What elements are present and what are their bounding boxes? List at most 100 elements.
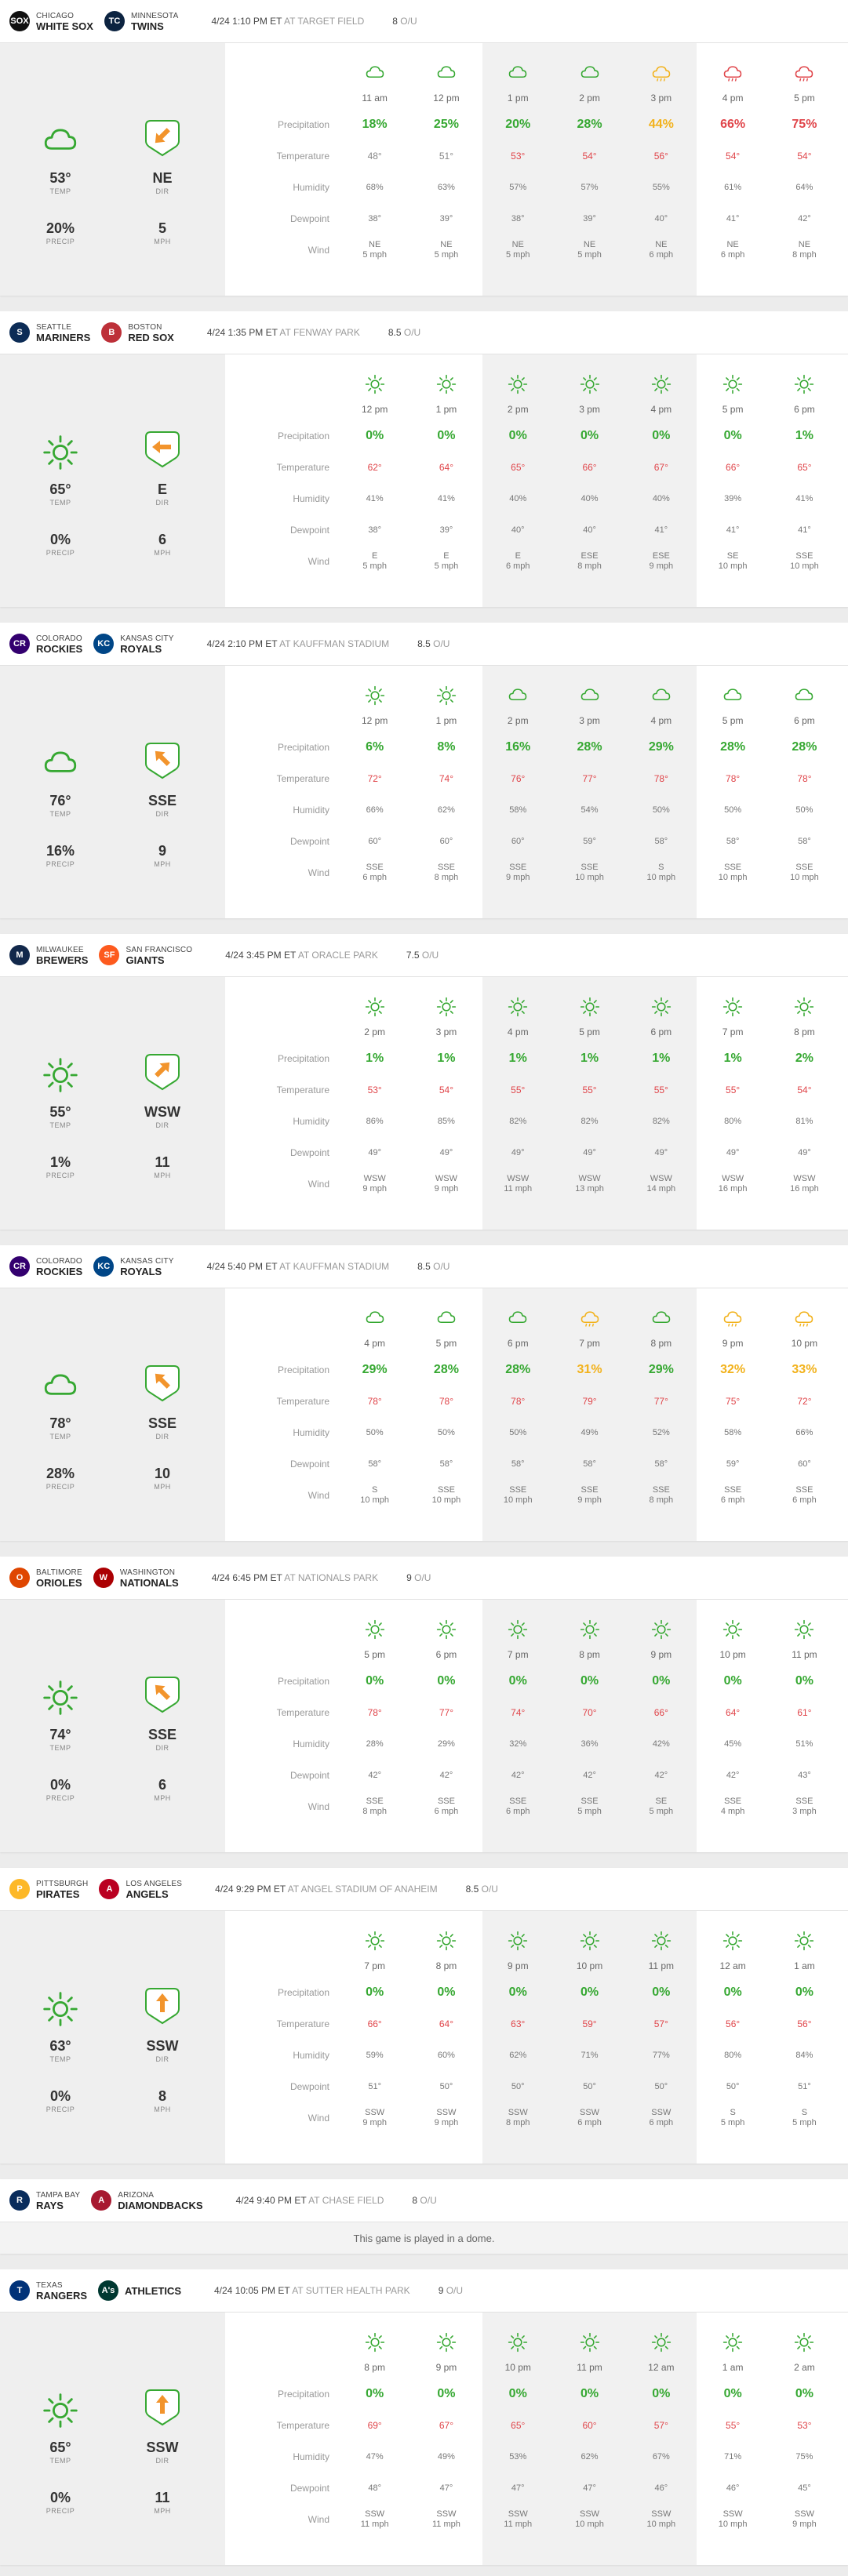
temperature-value: 65° <box>511 462 526 473</box>
temperature-value: 54° <box>726 151 741 162</box>
row-labels: Precipitation Temperature Humidity Dewpoint… <box>225 43 339 296</box>
team-logo: A <box>91 2190 112 2211</box>
dewpoint-value: 40° <box>654 214 668 223</box>
temperature-value: 70° <box>582 1707 597 1718</box>
summary-dir-label: DIR <box>155 499 169 507</box>
wind-dir: SSW <box>436 2509 457 2519</box>
wind-dir: WSW <box>507 1174 530 1183</box>
wind-speed: 5 mph <box>362 561 387 571</box>
hour-column: 9 pm 0% 63° 62% 50° SSW 8 mph <box>482 1911 554 2164</box>
game-time: 4/24 3:45 PM ET AT ORACLE PARK <box>225 950 378 961</box>
wind-value: WSW 16 mph <box>697 1168 768 1200</box>
wind-speed: 5 mph <box>434 561 459 571</box>
dewpoint-value: 58° <box>654 1459 668 1469</box>
precip-value: 0% <box>652 1674 671 1688</box>
hour-column: 7 pm 0% 66° 59% 51° SSW 9 mph <box>339 1911 410 2164</box>
row-label-precipitation: Precipitation <box>277 1364 329 1375</box>
hour-column: 3 pm 1% 54° 85% 49° WSW 9 mph <box>410 977 482 1230</box>
temperature-value: 74° <box>511 1707 526 1718</box>
hour-label: 12 am <box>719 1960 746 1971</box>
hour-label: 3 pm <box>579 404 600 415</box>
team-home[interactable]: B BOSTON RED SOX <box>101 322 174 343</box>
precip-value: 0% <box>795 1674 813 1688</box>
sun-icon <box>625 977 697 1021</box>
wind-value: S 10 mph <box>625 857 697 888</box>
game-header: R TAMPA BAY RAYS A ARIZONA DIAMONDBACKS 4/24 9… <box>0 2179 848 2222</box>
game-time-text: 4/24 9:29 PM ET <box>215 1884 286 1895</box>
wind-dir: NE <box>655 240 668 249</box>
team-home[interactable]: SF SAN FRANCISCO GIANTS <box>99 945 192 965</box>
hour-label: 2 pm <box>507 715 529 726</box>
wind-value: SSW 6 mph <box>554 2102 625 2134</box>
team-home[interactable]: KC KANSAS CITY ROYALS <box>93 634 173 654</box>
game-header: CR COLORADO ROCKIES KC KANSAS CITY ROYALS 4/24… <box>0 623 848 666</box>
team-home[interactable]: KC KANSAS CITY ROYALS <box>93 1256 173 1277</box>
hour-label: 9 pm <box>507 1960 529 1971</box>
over-under: 8.5 O/U <box>388 327 420 338</box>
wind-speed: 16 mph <box>790 1184 819 1194</box>
summary-dir-value: NE <box>152 170 173 186</box>
game-header: M MILWAUKEE BREWERS SF SAN FRANCISCO GIANTS 4/… <box>0 934 848 977</box>
team-home[interactable]: TC MINNESOTA TWINS <box>104 11 179 31</box>
team-home[interactable]: A LOS ANGELES ANGELS <box>99 1879 182 1899</box>
hour-column: 1 pm 0% 64° 41% 39° E 5 mph <box>410 354 482 607</box>
wind-dir: NE <box>583 240 596 249</box>
temperature-value: 66° <box>367 2018 382 2029</box>
hour-label: 4 pm <box>364 1338 385 1349</box>
summary-temp-value: 65° <box>49 481 71 497</box>
sun-icon <box>41 1678 80 1715</box>
row-labels: Precipitation Temperature Humidity Dewpoint… <box>225 666 339 918</box>
wind-dir: S <box>371 1485 378 1495</box>
team-city: TAMPA BAY <box>36 2191 81 2200</box>
team-home[interactable]: A's ATHLETICS <box>98 2280 181 2301</box>
humidity-value: 67% <box>652 2452 670 2462</box>
team-away[interactable]: M MILWAUKEE BREWERS <box>9 945 88 965</box>
team-away[interactable]: S SEATTLE MARINERS <box>9 322 90 343</box>
summary-dir-label: DIR <box>155 810 169 818</box>
hour-label: 6 pm <box>435 1649 457 1660</box>
humidity-value: 75% <box>795 2452 813 2462</box>
wind-dir: E <box>371 551 378 561</box>
team-text: TAMPA BAY RAYS <box>36 2190 80 2211</box>
venue-name: SUTTER HEALTH PARK <box>305 2285 410 2296</box>
row-label-humidity: Humidity <box>293 2451 329 2462</box>
wind-dir: SSE <box>795 551 813 561</box>
team-away[interactable]: R TAMPA BAY RAYS <box>9 2190 80 2211</box>
hour-label: 10 pm <box>791 1338 818 1349</box>
wind-dir: NE <box>798 240 811 249</box>
game-time: 4/24 1:35 PM ET AT FENWAY PARK <box>207 327 360 338</box>
hour-column: 11 pm 0% 57° 77% 50° SSW 6 mph <box>625 1911 697 2164</box>
temperature-value: 66° <box>582 462 597 473</box>
summary-mph-label: MPH <box>154 1483 171 1491</box>
summary-precip: 20% PRECIP <box>13 220 107 245</box>
summary-precip-label: PRECIP <box>45 1172 75 1179</box>
wind-speed: 10 mph <box>575 873 604 882</box>
sun-icon <box>339 2313 410 2356</box>
temperature-value: 54° <box>797 1085 812 1095</box>
team-away[interactable]: O BALTIMORE ORIOLES <box>9 1568 82 1588</box>
wind-dir: SSE <box>366 863 384 872</box>
wind-speed: 10 mph <box>790 561 819 571</box>
game-body: 78° TEMP 28% PRECIP SSE DIR 10 MPH Precipitation… <box>0 1288 848 1541</box>
team-logo: A <box>99 1879 120 1899</box>
hour-label: 1 am <box>794 1960 815 1971</box>
wind-dir: SSE <box>795 1797 813 1806</box>
team-away[interactable]: T TEXAS RANGERS <box>9 2280 87 2301</box>
ou-value: 8.5 <box>417 638 431 649</box>
precip-value: 0% <box>580 2387 599 2400</box>
team-away[interactable]: CR COLORADO ROCKIES <box>9 634 82 654</box>
team-home[interactable]: A ARIZONA DIAMONDBACKS <box>91 2190 203 2211</box>
wind-dir: SSE <box>652 1485 670 1495</box>
team-home[interactable]: W WASHINGTON NATIONALS <box>93 1568 179 1588</box>
precip-value: 28% <box>577 740 602 754</box>
team-away[interactable]: P PITTSBURGH PIRATES <box>9 1879 88 1899</box>
summary-temp-label: TEMP <box>49 187 71 195</box>
temperature-value: 64° <box>439 462 454 473</box>
summary-mph-value: 10 <box>154 1466 171 1481</box>
summary-precip: 16% PRECIP <box>13 843 107 868</box>
summary-dir: SSE DIR <box>115 1727 209 1752</box>
team-away[interactable]: SOX CHICAGO WHITE SOX <box>9 11 93 31</box>
team-away[interactable]: CR COLORADO ROCKIES <box>9 1256 82 1277</box>
summary-mph-value: 6 <box>158 532 166 547</box>
dewpoint-value: 60° <box>368 837 381 846</box>
